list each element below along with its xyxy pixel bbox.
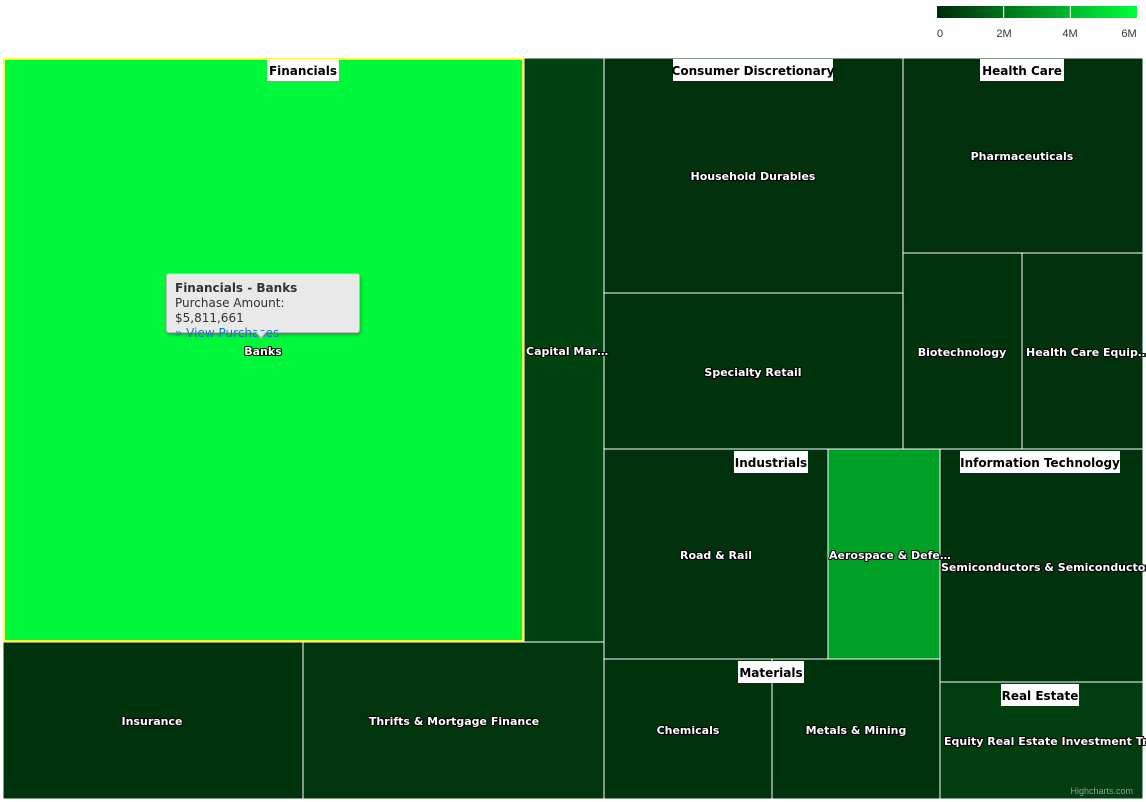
treemap-cell-label: Pharmaceuticals bbox=[971, 150, 1074, 163]
group-label-box bbox=[673, 59, 833, 81]
color-axis-tick: 2M bbox=[996, 28, 1011, 40]
treemap-cell-road-and-rail[interactable] bbox=[603, 448, 829, 660]
treemap-cell-capital-markets[interactable] bbox=[523, 57, 605, 643]
treemap-cell-semiconductors-and-semiconductor-equipment[interactable] bbox=[939, 448, 1144, 683]
treemap-cell-label: Household Durables bbox=[691, 170, 816, 183]
treemap-cell-label: Banks bbox=[244, 345, 282, 358]
hover-highlight-border bbox=[3, 58, 524, 642]
group-label-box bbox=[267, 59, 339, 81]
group-label-information-technology: Information Technology bbox=[960, 456, 1120, 470]
point-tooltip: Financials - Banks Purchase Amount: $5,8… bbox=[166, 273, 360, 340]
treemap-cell-health-care-equipment[interactable] bbox=[1021, 252, 1144, 450]
group-label-industrials: Industrials bbox=[735, 456, 807, 470]
treemap-cell-label: Thrifts & Mortgage Finance bbox=[369, 715, 539, 728]
treemap-cells bbox=[2, 57, 1144, 800]
treemap-cell-label: Metals & Mining bbox=[806, 724, 907, 737]
treemap-cell-label: Road & Rail bbox=[680, 549, 752, 562]
treemap-cell-label: Capital Mar… bbox=[526, 345, 608, 358]
tooltip-title: Financials - Banks bbox=[175, 281, 298, 295]
treemap-cell-specialty-retail[interactable] bbox=[603, 292, 904, 450]
group-label-financials: Financials bbox=[269, 64, 337, 78]
group-label-box bbox=[960, 451, 1120, 473]
color-axis-legend: 0 2M 4M 6M bbox=[937, 6, 1137, 40]
treemap-group-labels: Financials Consumer Discretionary Health C… bbox=[267, 59, 1120, 706]
treemap-cell-label: Semiconductors & Semiconductor… bbox=[941, 561, 1146, 574]
view-purchases-link[interactable]: » View Purchases bbox=[175, 326, 280, 340]
group-label-box bbox=[734, 451, 808, 473]
group-label-box bbox=[738, 661, 804, 683]
treemap-cell-label: Chemicals bbox=[657, 724, 720, 737]
color-axis-bar bbox=[937, 6, 1137, 18]
color-axis-tick: 4M bbox=[1062, 28, 1077, 40]
color-axis-tick: 0 bbox=[937, 28, 943, 40]
group-label-consumer-discretionary: Consumer Discretionary bbox=[672, 64, 835, 78]
treemap-cell-pharmaceuticals[interactable] bbox=[902, 57, 1144, 254]
group-label-box bbox=[1001, 684, 1079, 706]
group-label-health-care: Health Care bbox=[982, 64, 1062, 78]
treemap-cell-biotechnology[interactable] bbox=[902, 252, 1023, 450]
treemap-cell-label: Specialty Retail bbox=[704, 366, 801, 379]
treemap-cell-label: Biotechnology bbox=[918, 346, 1007, 359]
treemap-cell-label: Aerospace & Defe… bbox=[829, 549, 951, 562]
group-label-real-estate: Real Estate bbox=[1002, 689, 1079, 703]
treemap-cell-insurance[interactable] bbox=[2, 641, 304, 800]
treemap-cell-thrifts-and-mortgage-finance[interactable] bbox=[302, 641, 605, 800]
tooltip-arrow bbox=[255, 331, 267, 339]
treemap-cell-label: Equity Real Estate Investment Tr… bbox=[944, 735, 1146, 748]
treemap-cell-label: Insurance bbox=[122, 715, 183, 728]
treemap-cell-aerospace-and-defense[interactable] bbox=[827, 448, 941, 660]
tooltip-amount: Purchase Amount: $5,811,661 bbox=[175, 296, 285, 325]
treemap-cell-labels: Banks Capital Mar… Insurance Thrifts & Mort… bbox=[121, 149, 1146, 749]
credits-link[interactable]: Highcharts.com bbox=[1070, 786, 1133, 796]
treemap-cell-label: Health Care Equip… bbox=[1026, 346, 1146, 359]
group-label-box bbox=[980, 59, 1064, 81]
color-axis-tick: 6M bbox=[1121, 28, 1136, 40]
group-label-materials: Materials bbox=[739, 666, 802, 680]
